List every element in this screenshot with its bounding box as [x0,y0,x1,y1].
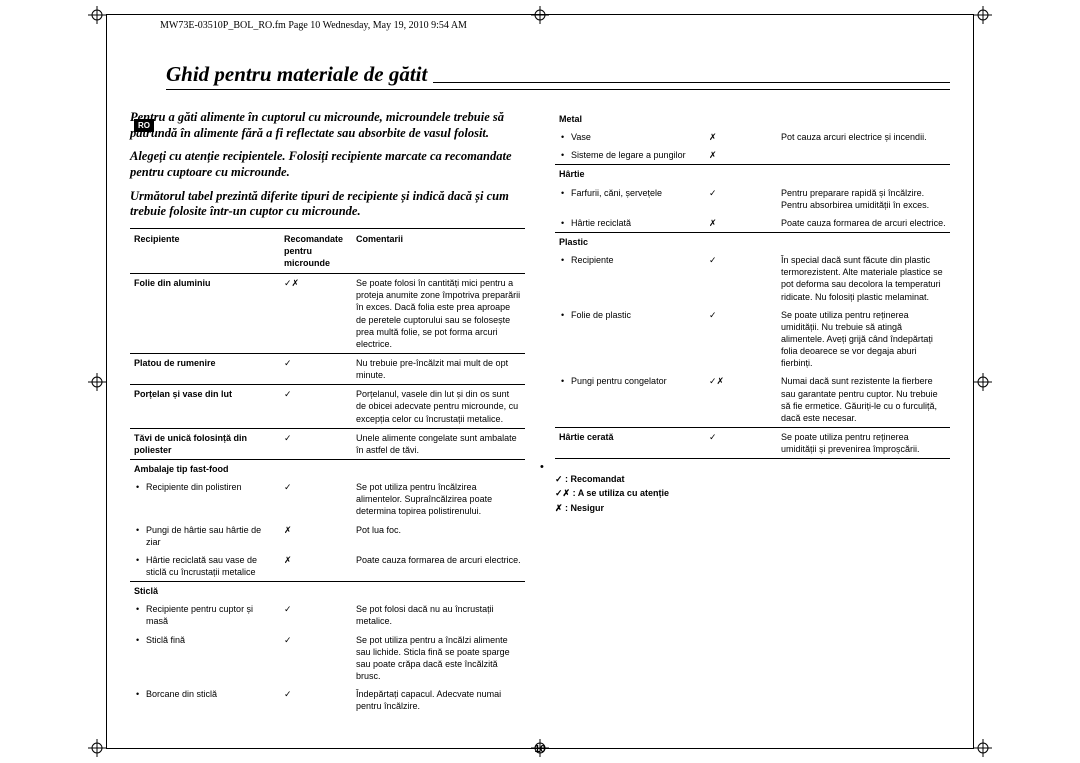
row-comment: Se pot utiliza pentru a încălzi alimente… [352,631,525,686]
row-sym: ✓ [280,631,352,686]
page-number: 10 [534,744,545,755]
row-sym: ✓ [280,478,352,520]
row-comment: Pot cauza arcuri electrice și incendii. [777,128,950,146]
crop-mark [88,6,106,24]
row-label: Platou de rumenire [130,354,280,385]
header-filename: MW73E-03510P_BOL_RO.fm Page 10 Wednesday… [160,20,467,31]
row-label: Farfurii, căni, șervețele [555,184,705,214]
row-comment: Se pot utiliza pentru încălzirea aliment… [352,478,525,520]
row-comment: Se poate utiliza pentru reținerea umidit… [777,427,950,458]
page-title: Ghid pentru materiale de gătit [130,62,433,87]
row-label: Pungi de hârtie sau hârtie de ziar [130,521,280,551]
row-sym: ✓ [705,184,777,214]
row-comment: Porțelanul, vasele din lut și din os sun… [352,385,525,428]
row-label: Pungi pentru congelator [555,372,705,427]
row-sym: ✓ [280,428,352,459]
crop-mark [974,373,992,391]
section-fastfood: Ambalaje tip fast-food [130,460,525,479]
row-sym: ✓ [280,385,352,428]
row-comment: Pot lua foc. [352,521,525,551]
stray-bullet: • [540,461,544,473]
row-label: Folie de plastic [555,306,705,373]
row-sym: ✓ [705,251,777,306]
row-comment [777,146,950,165]
row-sym: ✗ [705,146,777,165]
row-sym: ✓ [705,306,777,373]
crop-mark [974,739,992,757]
right-column: Metal Vase✗Pot cauza arcuri electrice și… [555,110,950,715]
row-sym: ✓ [280,600,352,630]
title-underline [166,89,950,90]
row-comment: În special dacă sunt făcute din plastic … [777,251,950,306]
row-comment: Nu trebuie pre-încălzit mai mult de opt … [352,354,525,385]
intro-para-2: Alegeți cu atenție recipientele. Folosiț… [130,149,525,180]
materials-table-left: Recipiente Recomandate pentru microunde … [130,228,525,716]
row-comment: Se poate utiliza pentru reținerea umidit… [777,306,950,373]
section-hartie: Hârtie [555,165,950,184]
row-comment: Se pot folosi dacă nu au încrustații met… [352,600,525,630]
row-comment: Se poate folosi în cantități mici pentru… [352,274,525,354]
row-label: Sticlă fină [130,631,280,686]
row-comment: Îndepărtați capacul. Adecvate numai pent… [352,685,525,715]
row-label: Folie din aluminiu [130,274,280,354]
legend-unsafe: ✗ : Nesigur [555,502,950,514]
row-sym: ✗ [705,214,777,233]
row-label: Tăvi de unică folosință din poliester [130,428,280,459]
row-comment: Unele alimente congelate sunt ambalate î… [352,428,525,459]
row-label: Recipiente pentru cuptor și masă [130,600,280,630]
row-sym: ✗ [280,521,352,551]
row-label: Hârtie reciclată [555,214,705,233]
crop-mark [88,373,106,391]
row-label: Recipiente din polistiren [130,478,280,520]
legend-text: : Nesigur [565,503,604,513]
row-label: Borcane din sticlă [130,685,280,715]
row-label: Vase [555,128,705,146]
section-plastic: Plastic [555,232,950,251]
crop-mark [88,739,106,757]
col-header-recommended: Recomandate pentru microunde [280,228,352,273]
intro-para-3: Următorul tabel prezintă diferite tipuri… [130,189,525,220]
row-label: Porțelan și vase din lut [130,385,280,428]
row-sym: ✓ [705,427,777,458]
row-sym: ✓✗ [705,372,777,427]
row-sym: ✓ [280,354,352,385]
row-sym: ✗ [705,128,777,146]
row-comment: Poate cauza formarea de arcuri electrice… [352,551,525,582]
section-metal: Metal [555,110,705,128]
row-label: Hârtie cerată [555,427,705,458]
row-sym: ✓ [280,685,352,715]
legend-text: : A se utiliza cu atenție [573,488,669,498]
row-comment: Pentru preparare rapidă și încălzire. Pe… [777,184,950,214]
row-comment: Numai dacă sunt rezistente la fierbere s… [777,372,950,427]
title-rule [433,82,950,83]
left-column: Pentru a găti alimente în cuptorul cu mi… [130,110,525,715]
legend-text: : Recomandat [565,474,625,484]
legend-recommended: ✓ : Recomandat [555,473,950,485]
row-sym: ✗ [280,551,352,582]
row-label: Sisteme de legare a pungilor [555,146,705,165]
intro-para-1: Pentru a găti alimente în cuptorul cu mi… [130,110,525,141]
row-label: Recipiente [555,251,705,306]
row-label: Hârtie reciclată sau vase de sticlă cu î… [130,551,280,582]
col-header-comments: Comentarii [352,228,525,273]
col-header-recipients: Recipiente [130,228,280,273]
row-sym: ✓✗ [280,274,352,354]
crop-mark [974,6,992,24]
legend: ✓ : Recomandat ✓✗ : A se utiliza cu aten… [555,473,950,513]
row-comment: Poate cauza formarea de arcuri electrice… [777,214,950,233]
materials-table-right: Metal Vase✗Pot cauza arcuri electrice și… [555,110,950,459]
legend-caution: ✓✗ : A se utiliza cu atenție [555,487,950,499]
section-sticla: Sticlă [130,582,525,601]
